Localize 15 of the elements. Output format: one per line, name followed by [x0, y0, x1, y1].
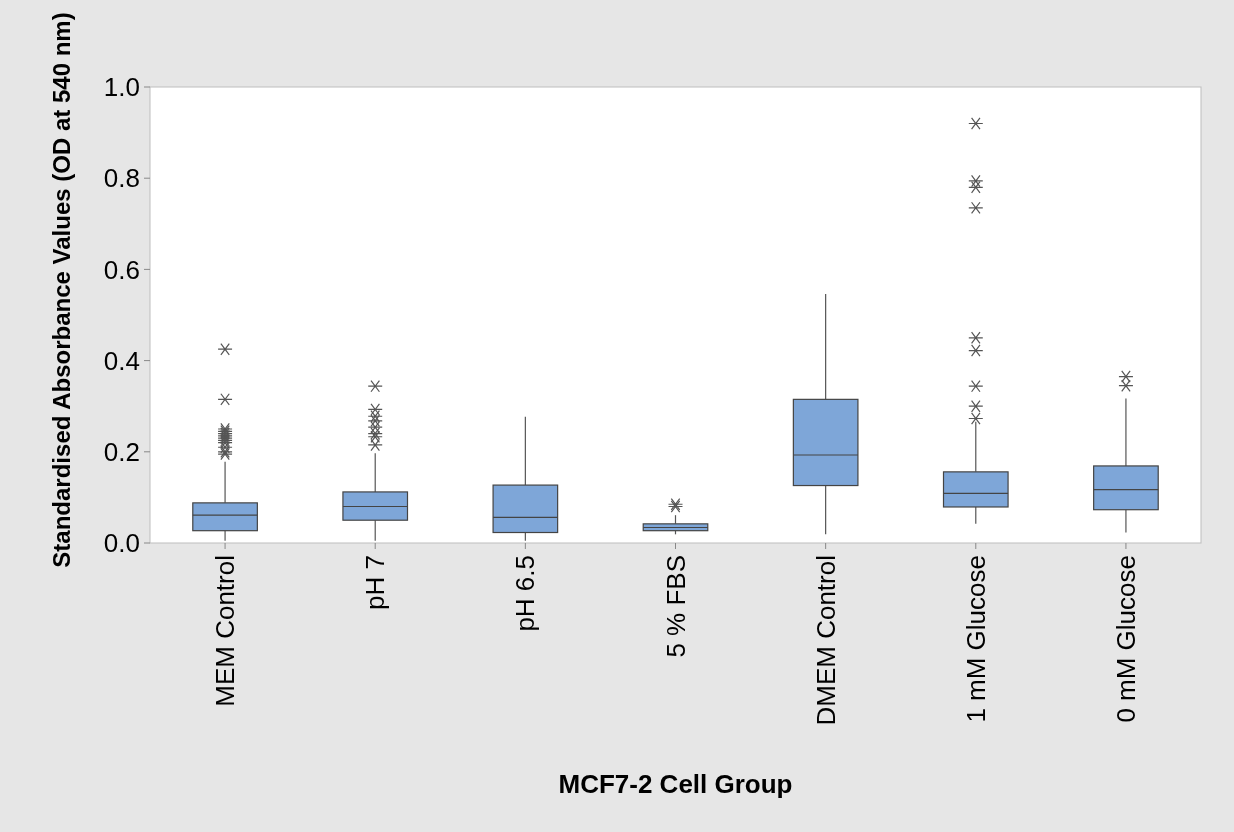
x-tick-label: pH 7 — [360, 555, 391, 610]
y-tick-label: 0.2 — [103, 436, 140, 467]
y-axis-title: Standardised Absorbance Values (OD at 540 nm) — [48, 12, 75, 568]
x-tick-label: MEM Control — [210, 555, 241, 707]
y-tick-label: 1.0 — [103, 72, 140, 103]
x-tick-label: DMEM Control — [810, 555, 841, 726]
x-tick-label: pH 6.5 — [510, 555, 541, 632]
x-tick-label: 0 mM Glucose — [1111, 555, 1142, 723]
y-tick-label: 0.6 — [103, 254, 140, 285]
y-tick-label: 0.0 — [103, 528, 140, 559]
y-tick-label: 0.4 — [103, 345, 140, 376]
x-tick-label: 5 % FBS — [660, 555, 691, 658]
x-tick-label: 1 mM Glucose — [960, 555, 991, 723]
x-axis-title: MCF7-2 Cell Group — [558, 769, 793, 799]
y-tick-label: 0.8 — [103, 163, 140, 194]
